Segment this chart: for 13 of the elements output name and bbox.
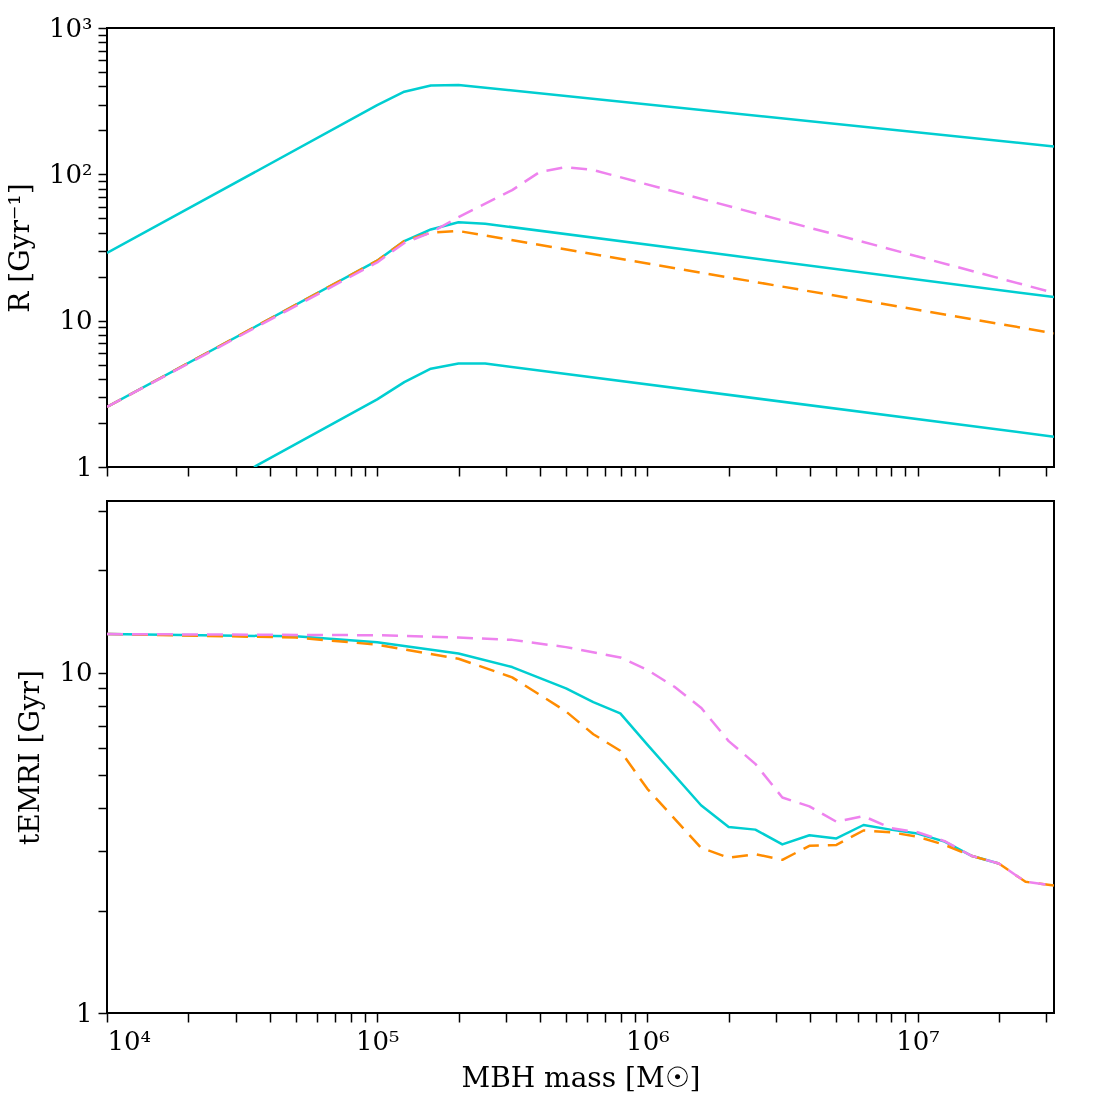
y-axis-title: tEMRI [Gyr] <box>13 670 47 845</box>
y-tick-label: 1 <box>75 451 93 482</box>
y-tick-label: 10 <box>59 305 93 336</box>
y-tick-label: 1 <box>75 997 93 1028</box>
x-tick-label: 10⁴ <box>107 1025 152 1056</box>
x-tick-label: 10⁷ <box>896 1025 940 1056</box>
x-tick-label: 10⁵ <box>355 1025 400 1056</box>
y-axis-title: R [Gyr⁻¹] <box>2 183 36 313</box>
y-tick-label: 10² <box>48 158 93 189</box>
y-tick-label: 10³ <box>48 12 93 43</box>
x-tick-label: 10⁶ <box>626 1025 670 1056</box>
x-axis-title: MBH mass [M☉] <box>461 1060 701 1094</box>
y-tick-label: 10 <box>59 657 93 688</box>
